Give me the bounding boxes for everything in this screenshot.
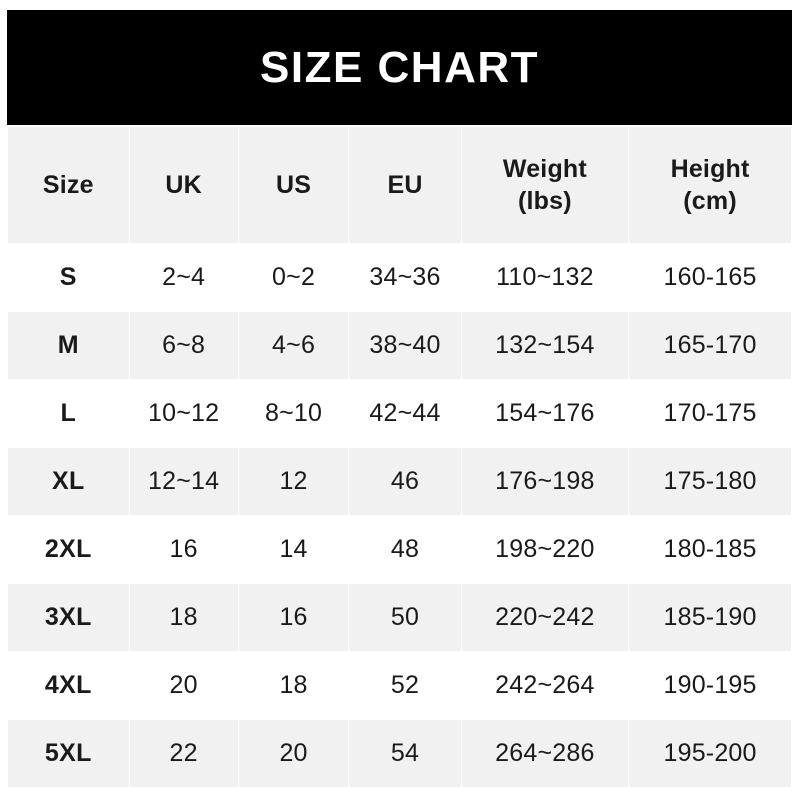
cell-height: 170-175 <box>629 380 791 447</box>
cell-uk: 16 <box>129 516 238 583</box>
cell-size: S <box>8 244 129 311</box>
title-banner: SIZE CHART <box>7 10 792 125</box>
column-header-height: Height (cm) <box>629 127 791 243</box>
cell-weight: 264~286 <box>461 720 629 787</box>
cell-uk: 22 <box>129 720 238 787</box>
cell-uk: 18 <box>129 584 238 651</box>
cell-size: L <box>8 380 129 447</box>
page-title: SIZE CHART <box>260 42 539 92</box>
header-row: Size UK US EU Weight (lbs) Height (cm) <box>8 127 791 243</box>
cell-size: 2XL <box>8 516 129 583</box>
cell-size: 5XL <box>8 720 129 787</box>
cell-height: 165-170 <box>629 312 791 379</box>
table-row: 2XL 16 14 48 198~220 180-185 <box>8 516 791 583</box>
column-header-uk-line1: UK <box>165 171 202 199</box>
column-header-height-line2: (cm) <box>683 187 737 215</box>
cell-us: 18 <box>238 652 349 719</box>
table-body: S 2~4 0~2 34~36 110~132 160-165 M 6~8 4~6 38~40 13… <box>8 244 791 787</box>
column-header-uk: UK <box>129 127 238 243</box>
cell-uk: 12~14 <box>129 448 238 515</box>
cell-weight: 132~154 <box>461 312 629 379</box>
column-header-eu-line1: EU <box>387 171 423 199</box>
cell-eu: 38~40 <box>349 312 461 379</box>
cell-height: 185-190 <box>629 584 791 651</box>
table-row: L 10~12 8~10 42~44 154~176 170-175 <box>8 380 791 447</box>
table-row: 5XL 22 20 54 264~286 195-200 <box>8 720 791 787</box>
cell-us: 0~2 <box>238 244 349 311</box>
size-chart-table: Size UK US EU Weight (lbs) Height (cm) <box>7 126 792 788</box>
cell-uk: 20 <box>129 652 238 719</box>
column-header-weight: Weight (lbs) <box>461 127 629 243</box>
column-header-us-line1: US <box>275 171 312 199</box>
cell-size: M <box>8 312 129 379</box>
cell-height: 195-200 <box>629 720 791 787</box>
cell-us: 4~6 <box>238 312 349 379</box>
cell-us: 12 <box>238 448 349 515</box>
table-header: Size UK US EU Weight (lbs) Height (cm) <box>8 127 791 243</box>
table-row: S 2~4 0~2 34~36 110~132 160-165 <box>8 244 791 311</box>
cell-us: 16 <box>238 584 349 651</box>
cell-weight: 176~198 <box>461 448 629 515</box>
cell-height: 160-165 <box>629 244 791 311</box>
cell-uk: 10~12 <box>129 380 238 447</box>
cell-uk: 6~8 <box>129 312 238 379</box>
cell-eu: 46 <box>349 448 461 515</box>
column-header-eu: EU <box>349 127 461 243</box>
cell-size: XL <box>8 448 129 515</box>
cell-us: 14 <box>238 516 349 583</box>
cell-eu: 34~36 <box>349 244 461 311</box>
cell-eu: 54 <box>349 720 461 787</box>
cell-weight: 198~220 <box>461 516 629 583</box>
cell-uk: 2~4 <box>129 244 238 311</box>
column-header-weight-line2: (lbs) <box>518 187 572 215</box>
column-header-size: Size <box>8 127 129 243</box>
column-header-size-line1: Size <box>42 171 94 199</box>
cell-height: 175-180 <box>629 448 791 515</box>
cell-us: 8~10 <box>238 380 349 447</box>
cell-weight: 220~242 <box>461 584 629 651</box>
cell-height: 190-195 <box>629 652 791 719</box>
table-row: XL 12~14 12 46 176~198 175-180 <box>8 448 791 515</box>
cell-eu: 48 <box>349 516 461 583</box>
cell-weight: 110~132 <box>461 244 629 311</box>
cell-size: 3XL <box>8 584 129 651</box>
cell-eu: 50 <box>349 584 461 651</box>
cell-eu: 52 <box>349 652 461 719</box>
cell-size: 4XL <box>8 652 129 719</box>
cell-eu: 42~44 <box>349 380 461 447</box>
table-row: M 6~8 4~6 38~40 132~154 165-170 <box>8 312 791 379</box>
cell-height: 180-185 <box>629 516 791 583</box>
table-row: 3XL 18 16 50 220~242 185-190 <box>8 584 791 651</box>
cell-weight: 154~176 <box>461 380 629 447</box>
column-header-us: US <box>238 127 349 243</box>
column-header-height-line1: Height <box>670 155 750 183</box>
column-header-weight-line1: Weight <box>502 155 587 183</box>
cell-weight: 242~264 <box>461 652 629 719</box>
table-row: 4XL 20 18 52 242~264 190-195 <box>8 652 791 719</box>
cell-us: 20 <box>238 720 349 787</box>
